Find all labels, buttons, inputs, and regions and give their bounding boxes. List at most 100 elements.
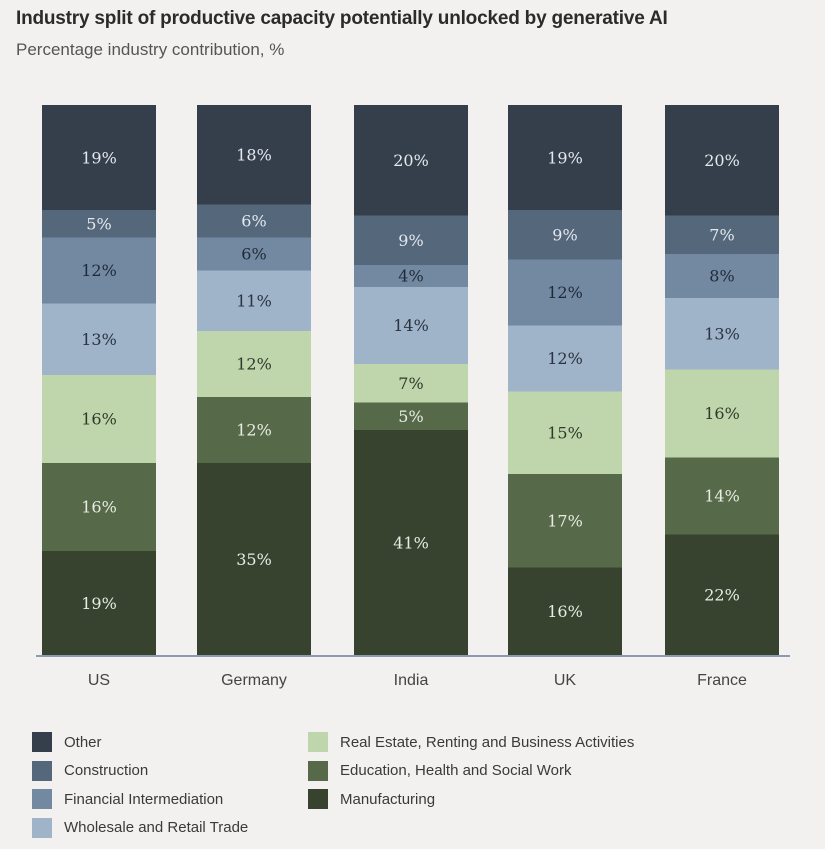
bar-segment-uk-construction [508, 209, 622, 260]
bar-segment-uk-other [508, 105, 622, 210]
x-tick-label-france: France [697, 672, 747, 689]
legend-swatch [308, 760, 328, 781]
data-label-uk-construction: 9% [552, 225, 577, 244]
legend-swatch [308, 732, 328, 753]
bar-segment-france-education-health-and-social-work [665, 457, 779, 535]
bar-segment-us-construction [42, 209, 156, 238]
legend-label: Real Estate, Renting and Business Activi… [340, 733, 635, 751]
stacked-bar-chart: 19% 16% 16% 13% 12% 5% 19% US 35% 12% 12% 11% 6% 6% 18… [36, 105, 790, 689]
bar-segment-uk-real-estate-renting-and-business-activities [508, 391, 622, 474]
bar-segment-india-education-health-and-social-work [354, 402, 468, 430]
data-label-germany-wholesale-and-retail-trade: 11% [236, 291, 272, 310]
legend-column-2: Real Estate, Renting and Business Activi… [308, 728, 634, 814]
data-label-us-real-estate-renting-and-business-activities: 16% [81, 410, 117, 429]
data-label-us-other: 19% [81, 148, 117, 167]
x-tick-label-india: India [394, 672, 429, 689]
data-label-us-construction: 5% [86, 214, 111, 233]
bar-segment-us-education-health-and-social-work [42, 462, 156, 551]
bar-segment-india-manufacturing [354, 429, 468, 656]
legend-item-financial-intermediation: Financial Intermediation [32, 785, 248, 814]
bar-segment-france-wholesale-and-retail-trade [665, 297, 779, 370]
data-label-germany-construction: 6% [241, 212, 266, 231]
legend-label: Education, Health and Social Work [340, 762, 572, 780]
bar-segment-germany-other [197, 105, 311, 205]
bar-segment-germany-manufacturing [197, 462, 311, 656]
bar-segment-france-manufacturing [665, 534, 779, 656]
bar-segment-germany-education-health-and-social-work [197, 396, 311, 463]
data-label-india-wholesale-and-retail-trade: 14% [393, 316, 429, 335]
legend-label: Wholesale and Retail Trade [64, 819, 249, 837]
legend-swatch [32, 760, 52, 781]
bar-segment-uk-financial-intermediation [508, 259, 622, 326]
bar-segment-us-financial-intermediation [42, 237, 156, 304]
data-label-india-education-health-and-social-work: 5% [398, 407, 423, 426]
bar-segment-us-wholesale-and-retail-trade [42, 303, 156, 375]
data-label-france-education-health-and-social-work: 14% [704, 487, 740, 506]
data-label-us-education-health-and-social-work: 16% [81, 498, 117, 517]
bar-segment-germany-real-estate-renting-and-business-activities [197, 330, 311, 397]
data-label-india-financial-intermediation: 4% [398, 267, 423, 286]
bar-segment-france-other [665, 105, 779, 216]
bar-segment-india-wholesale-and-retail-trade [354, 286, 468, 364]
legend-label: Financial Intermediation [64, 790, 224, 808]
x-tick-label-uk: UK [554, 672, 577, 689]
data-label-france-wholesale-and-retail-trade: 13% [704, 324, 740, 343]
data-label-uk-wholesale-and-retail-trade: 12% [547, 349, 583, 368]
x-tick-label-us: US [88, 672, 110, 689]
bar-segment-india-financial-intermediation [354, 264, 468, 287]
data-label-france-financial-intermediation: 8% [709, 267, 734, 286]
x-tick-label-germany: Germany [221, 672, 287, 689]
data-label-uk-real-estate-renting-and-business-activities: 15% [547, 423, 583, 442]
bar-segment-india-construction [354, 215, 468, 265]
data-label-uk-manufacturing: 16% [547, 602, 583, 621]
data-label-germany-other: 18% [236, 146, 272, 165]
data-label-france-real-estate-renting-and-business-activities: 16% [704, 404, 740, 423]
bar-segment-france-financial-intermediation [665, 253, 779, 298]
data-label-france-construction: 7% [709, 225, 734, 244]
bar-segment-us-manufacturing [42, 550, 156, 656]
data-label-uk-financial-intermediation: 12% [547, 283, 583, 302]
legend-swatch [32, 789, 52, 810]
data-label-france-other: 20% [704, 151, 740, 170]
data-label-india-manufacturing: 41% [393, 533, 429, 552]
bar-segment-uk-education-health-and-social-work [508, 473, 622, 568]
data-label-germany-real-estate-renting-and-business-activities: 12% [236, 355, 272, 374]
bar-segment-germany-construction [197, 204, 311, 238]
data-label-germany-financial-intermediation: 6% [241, 245, 266, 264]
bar-segment-us-real-estate-renting-and-business-activities [42, 374, 156, 463]
chart-title: Industry split of productive capacity po… [16, 8, 668, 29]
data-label-india-real-estate-renting-and-business-activities: 7% [398, 374, 423, 393]
legend-item-construction: Construction [32, 757, 248, 786]
legend-item-education-health-and-social-work: Education, Health and Social Work [308, 757, 634, 786]
legend-swatch [32, 732, 52, 753]
data-label-india-construction: 9% [398, 231, 423, 250]
data-label-us-financial-intermediation: 12% [81, 261, 117, 280]
data-label-us-wholesale-and-retail-trade: 13% [81, 330, 117, 349]
legend-item-wholesale-and-retail-trade: Wholesale and Retail Trade [32, 814, 248, 843]
data-label-germany-education-health-and-social-work: 12% [236, 421, 272, 440]
data-label-france-manufacturing: 22% [704, 586, 740, 605]
data-label-us-manufacturing: 19% [81, 594, 117, 613]
chart-subtitle: Percentage industry contribution, % [16, 40, 285, 59]
bar-segment-france-construction [665, 215, 779, 254]
legend-item-other: Other [32, 728, 248, 757]
bar-segment-germany-wholesale-and-retail-trade [197, 270, 311, 331]
legend-item-real-estate-renting-and-business-activities: Real Estate, Renting and Business Activi… [308, 728, 634, 757]
bar-segment-india-other [354, 105, 468, 216]
data-label-germany-manufacturing: 35% [236, 550, 272, 569]
bar-segment-us-other [42, 105, 156, 210]
legend-swatch [32, 817, 52, 838]
data-label-uk-education-health-and-social-work: 17% [547, 511, 583, 530]
legend-label: Construction [64, 762, 149, 780]
bar-segment-india-real-estate-renting-and-business-activities [354, 363, 468, 403]
bar-segment-uk-manufacturing [508, 567, 622, 656]
legend-label: Manufacturing [340, 790, 436, 808]
legend-label: Other [64, 733, 102, 751]
legend-column-1: Other Construction Financial Intermediatio… [32, 728, 248, 842]
bar-segment-uk-wholesale-and-retail-trade [508, 325, 622, 392]
bar-segment-germany-financial-intermediation [197, 237, 311, 271]
data-label-uk-other: 19% [547, 148, 583, 167]
legend-item-manufacturing: Manufacturing [308, 785, 634, 814]
legend-swatch [308, 789, 328, 810]
data-label-india-other: 20% [393, 151, 429, 170]
